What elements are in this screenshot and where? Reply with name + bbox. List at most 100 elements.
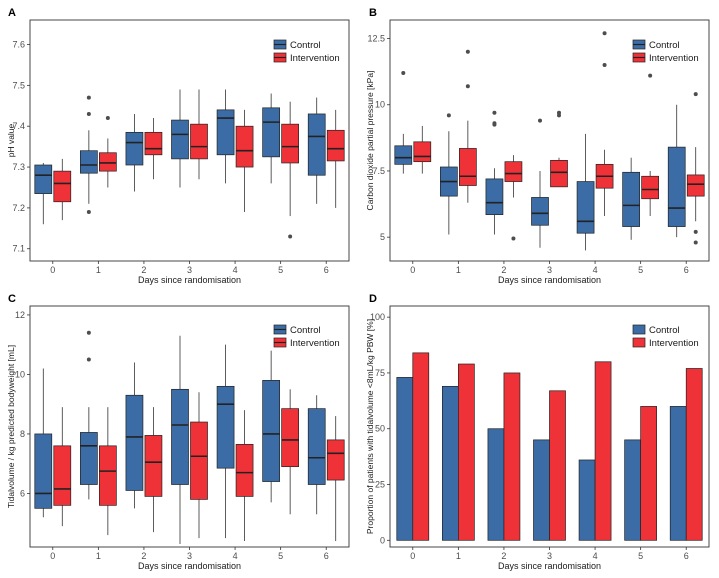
y-tick-label: 12.5 [367, 34, 385, 44]
box-intervention-day-0 [53, 158, 72, 221]
x-axis-title: Days since randomisation [138, 275, 241, 285]
box-iqr [34, 433, 53, 509]
box-iqr [531, 197, 549, 226]
legend-label: Control [649, 325, 680, 336]
outlier-point [86, 111, 91, 116]
outlier-point [492, 110, 497, 115]
y-tick-label: 7.5 [372, 166, 385, 176]
box-iqr [125, 394, 144, 491]
bar-intervention-day-2 [503, 372, 521, 541]
box-iqr [80, 432, 98, 485]
y-axis-title: Proportion of patients with tidalvolume … [365, 319, 375, 534]
legend-label: Control [290, 325, 321, 336]
outlier-point [401, 70, 406, 75]
y-tick-label: 8 [20, 429, 25, 439]
outlier-point [602, 63, 607, 68]
x-tick-label: 2 [501, 265, 506, 275]
x-tick-label: 0 [410, 265, 415, 275]
box-iqr [262, 107, 280, 158]
outlier-point [105, 116, 110, 121]
y-tick-label: 7.1 [12, 244, 25, 254]
legend-swatch [632, 337, 646, 348]
plot-frame [29, 305, 350, 548]
x-tick-label: 0 [50, 265, 55, 275]
box-intervention-day-0 [413, 125, 432, 174]
x-tick-label: 2 [141, 551, 146, 561]
box-iqr [262, 380, 280, 482]
bar-control-day-6 [669, 406, 687, 541]
box-iqr [216, 109, 235, 156]
box-intervention-day-6 [326, 416, 345, 542]
x-axis-title: Days since randomisation [138, 561, 241, 571]
y-tick-label: 7.2 [12, 203, 25, 213]
plot-frame [389, 19, 710, 262]
y-tick-label: 10 [15, 369, 25, 379]
outlier-point [557, 113, 561, 118]
legend-item-intervention: Intervention [273, 337, 340, 349]
x-tick-label: 6 [684, 265, 689, 275]
box-control-day-2 [485, 110, 504, 235]
box-iqr [281, 408, 299, 468]
x-tick-label: 2 [141, 265, 146, 275]
outlier-point [602, 31, 607, 36]
legend-item-control: Control [632, 324, 680, 336]
x-tick-label: 4 [593, 265, 598, 275]
box-intervention-day-3 [190, 392, 208, 539]
x-tick-label: 1 [456, 265, 461, 275]
outlier-point [86, 95, 91, 100]
x-tick-label: 5 [278, 265, 283, 275]
box-control-day-6 [307, 97, 326, 204]
legend-swatch [632, 324, 646, 335]
x-axis-title: Days since randomisation [498, 561, 601, 571]
y-axis-title: Carbon dioxide partial pressure [kPa] [365, 71, 375, 211]
box-iqr [190, 421, 208, 500]
x-tick-label: 5 [638, 551, 643, 561]
outlier-point [693, 229, 698, 234]
legend-label: Control [649, 40, 680, 51]
box-iqr [394, 145, 413, 165]
outlier-point [511, 236, 516, 241]
legend-label: Intervention [290, 53, 340, 64]
y-tick-label: 7.3 [12, 162, 25, 172]
y-tick-label: 12 [15, 310, 25, 320]
box-intervention-day-1 [99, 116, 117, 188]
box-control-day-4 [216, 344, 235, 539]
box-iqr [307, 113, 326, 176]
bar-intervention-day-6 [685, 368, 703, 541]
bar-intervention-day-4 [594, 361, 612, 541]
y-tick-label: 100 [370, 312, 385, 322]
box-iqr [459, 148, 477, 186]
x-tick-label: 3 [547, 265, 552, 275]
outlier-point [86, 209, 91, 214]
box-iqr [235, 444, 254, 497]
box-intervention-day-3 [190, 89, 208, 180]
box-control-day-5 [622, 157, 640, 240]
x-tick-label: 2 [501, 551, 506, 561]
box-control-day-2 [125, 113, 144, 192]
y-tick-label: 7.5 [12, 80, 25, 90]
box-control-day-6 [667, 104, 686, 238]
legend-item-intervention: Intervention [632, 52, 699, 64]
x-tick-label: 6 [324, 551, 329, 561]
box-iqr [504, 161, 523, 182]
legend-item-control: Control [273, 324, 321, 336]
outlier-point [446, 113, 451, 118]
legend-item-control: Control [632, 39, 680, 51]
legend-label: Control [290, 40, 321, 51]
box-iqr [413, 141, 432, 163]
y-axis-title: Tidalvolume / kg predicted bodyweight [m… [6, 345, 16, 508]
plot-frame [389, 305, 710, 548]
x-tick-label: 3 [187, 551, 192, 561]
outlier-point [465, 49, 470, 54]
box-iqr [171, 388, 189, 485]
x-tick-label: 6 [684, 551, 689, 561]
outlier-point [693, 92, 698, 97]
box-intervention-day-6 [686, 92, 705, 245]
box-intervention-day-4 [235, 109, 254, 212]
panel-label: A [8, 7, 16, 19]
box-control-day-4 [576, 133, 595, 251]
outlier-point [538, 118, 542, 123]
outlier-point [693, 240, 698, 245]
box-iqr [216, 385, 235, 469]
